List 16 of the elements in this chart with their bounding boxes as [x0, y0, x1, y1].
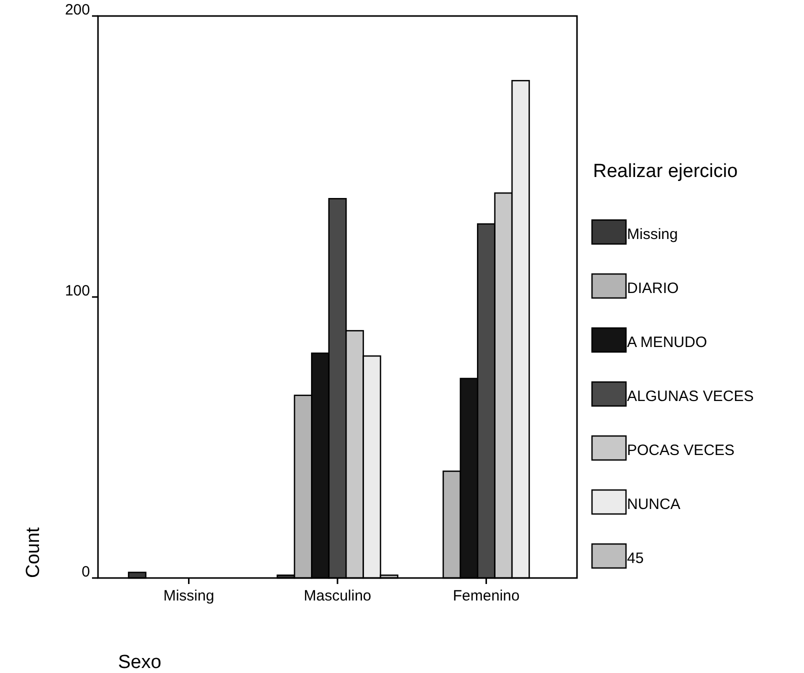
legend-label: 45 — [627, 550, 644, 567]
legend-label: POCAS VECES — [627, 442, 735, 459]
legend-label: DIARIO — [627, 280, 679, 297]
legend-label: Missing — [627, 226, 678, 243]
x-axis-title: Sexo — [118, 652, 162, 673]
x-tick-label: Missing — [163, 588, 214, 605]
legend-label: A MENUDO — [627, 334, 708, 351]
legend-label: ALGUNAS VECES — [627, 388, 754, 405]
y-tick-label: 200 — [64, 2, 90, 18]
x-tick-label: Masculino — [304, 588, 372, 605]
legend-title: Realizar ejercicio — [593, 161, 738, 182]
y-tick-label: 100 — [64, 282, 90, 300]
x-tick-label: Femenino — [452, 588, 520, 605]
y-axis-title: Count — [23, 526, 44, 578]
y-tick-label: 0 — [82, 564, 90, 580]
legend-label: NUNCA — [627, 496, 680, 513]
